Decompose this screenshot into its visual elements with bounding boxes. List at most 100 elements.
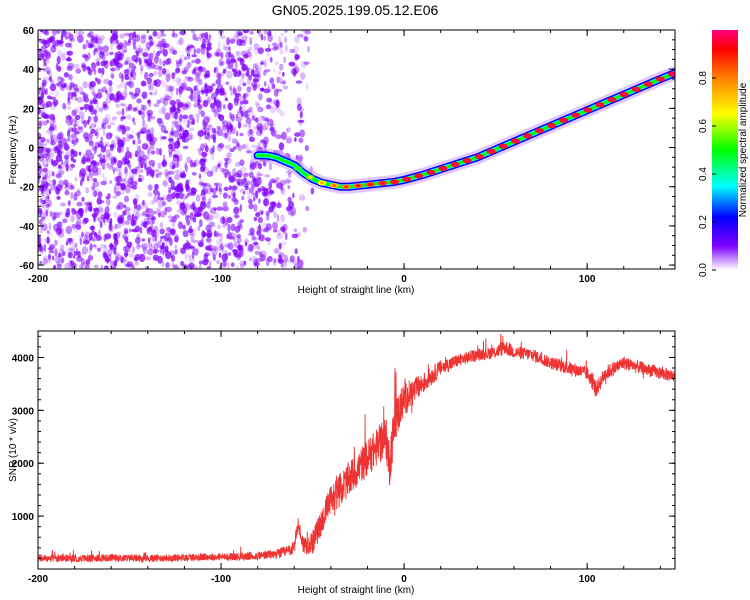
- signal-peak-center: [585, 108, 590, 112]
- noise-speckle: [156, 117, 163, 124]
- noise-speckle: [223, 260, 227, 267]
- noise-speckle: [258, 30, 262, 38]
- noise-speckle: [247, 195, 252, 200]
- noise-speckle: [39, 260, 43, 266]
- noise-speckle: [42, 160, 45, 167]
- noise-speckle: [67, 62, 75, 70]
- noise-speckle: [165, 84, 172, 93]
- noise-speckle: [263, 70, 267, 76]
- signal-peak-center: [440, 167, 445, 170]
- noise-speckle: [208, 85, 214, 92]
- noise-speckle: [172, 120, 178, 126]
- noise-speckle: [157, 162, 161, 169]
- noise-speckle: [99, 153, 103, 161]
- noise-speckle: [81, 156, 86, 165]
- noise-speckle: [237, 31, 243, 36]
- noise-speckle: [73, 210, 78, 215]
- noise-speckle: [164, 130, 169, 134]
- noise-speckle: [38, 150, 41, 157]
- noise-speckle: [111, 39, 118, 44]
- noise-speckle: [176, 61, 180, 71]
- noise-speckle: [62, 250, 66, 257]
- noise-speckle: [226, 234, 230, 240]
- noise-speckle: [130, 219, 136, 227]
- noise-speckle: [81, 196, 85, 202]
- noise-speckle: [146, 45, 150, 52]
- noise-speckle: [77, 30, 85, 36]
- noise-speckle: [65, 42, 71, 48]
- noise-speckle: [286, 127, 291, 133]
- noise-speckle: [269, 189, 275, 195]
- noise-speckle: [213, 96, 217, 104]
- noise-speckle: [205, 46, 213, 51]
- noise-speckle: [111, 266, 117, 269]
- noise-speckle: [85, 263, 90, 269]
- noise-speckle: [71, 223, 78, 229]
- noise-speckle: [239, 263, 245, 269]
- noise-speckle: [109, 132, 113, 137]
- noise-speckle: [105, 162, 112, 167]
- noise-speckle: [42, 79, 47, 87]
- noise-speckle: [108, 164, 112, 171]
- colorbar-tick-label: 0.0: [698, 263, 709, 277]
- noise-speckle: [48, 73, 53, 77]
- noise-speckle: [269, 118, 274, 125]
- noise-speckle: [123, 204, 127, 208]
- signal-peak-center: [489, 150, 494, 153]
- noise-speckle: [95, 92, 103, 99]
- noise-speckle: [220, 91, 225, 96]
- signal-peak-center: [477, 155, 482, 158]
- noise-speckle: [259, 234, 265, 242]
- noise-speckle: [215, 185, 218, 192]
- noise-speckle: [65, 118, 69, 124]
- noise-speckle: [153, 188, 159, 196]
- noise-speckle: [43, 164, 48, 168]
- noise-speckle: [217, 41, 221, 49]
- noise-speckle: [248, 74, 252, 81]
- noise-speckle: [126, 261, 134, 268]
- noise-speckle: [303, 36, 309, 42]
- noise-speckle: [265, 210, 270, 216]
- noise-speckle: [68, 42, 73, 49]
- noise-speckle: [263, 81, 267, 87]
- signal-peak-center: [295, 167, 300, 170]
- noise-speckle: [164, 245, 169, 253]
- noise-speckle: [253, 203, 258, 212]
- noise-speckle: [149, 52, 154, 61]
- noise-speckle: [98, 51, 104, 59]
- noise-speckle: [272, 46, 278, 51]
- noise-speckle: [184, 161, 187, 170]
- noise-speckle: [124, 220, 130, 226]
- noise-speckle: [248, 46, 253, 51]
- noise-speckle: [261, 222, 268, 227]
- noise-speckle: [182, 224, 186, 230]
- noise-speckle: [67, 251, 73, 259]
- noise-speckle: [93, 264, 99, 269]
- noise-speckle: [182, 104, 189, 108]
- noise-speckle: [52, 211, 57, 220]
- noise-speckle: [297, 154, 304, 162]
- noise-speckle: [232, 86, 236, 92]
- noise-speckle: [192, 216, 197, 223]
- noise-speckle: [254, 160, 259, 169]
- noise-speckle: [52, 216, 56, 221]
- noise-speckle: [285, 128, 289, 135]
- noise-speckle: [218, 186, 222, 193]
- noise-speckle: [224, 161, 228, 169]
- noise-speckle: [174, 245, 178, 249]
- noise-speckle: [220, 243, 224, 251]
- noise-speckle: [241, 195, 245, 201]
- noise-speckle: [140, 220, 148, 227]
- noise-speckle: [205, 124, 212, 130]
- noise-speckle: [233, 96, 240, 103]
- noise-speckle: [275, 176, 280, 181]
- noise-speckle: [119, 92, 124, 97]
- noise-speckle: [65, 151, 71, 159]
- noise-speckle: [136, 98, 142, 104]
- noise-speckle: [249, 128, 253, 135]
- noise-speckle: [84, 201, 89, 206]
- figure-title: GN05.2025.199.05.12.E06: [272, 2, 439, 18]
- signal-peak-center: [573, 113, 578, 117]
- noise-speckle: [110, 139, 116, 147]
- noise-speckle: [190, 93, 194, 102]
